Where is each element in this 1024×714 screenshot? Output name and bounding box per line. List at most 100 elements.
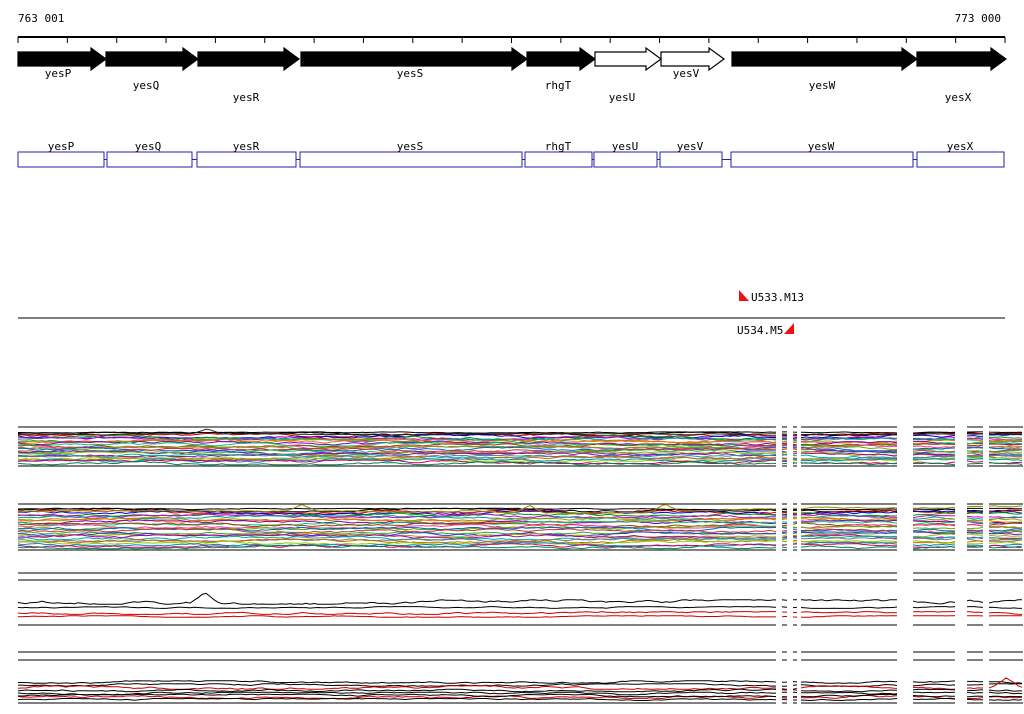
signal-trace [17,694,1023,700]
data-gap [955,651,967,704]
gene-box-label: yesX [947,140,974,153]
insertion-label: U533.M13 [751,291,804,304]
data-gap [776,651,782,704]
trace-track-4 [17,651,1023,704]
signal-trace [17,432,1022,438]
data-gap [797,572,801,626]
data-gap [787,651,793,704]
gene-box-yesP[interactable] [17,151,105,168]
signal-trace [17,611,1023,615]
signal-trace [17,531,1023,536]
data-gap [797,503,801,551]
signal-trace [18,683,1022,687]
view-start-coordinate: 763 001 [18,12,64,25]
gene-arrow-yesW[interactable] [731,46,919,72]
data-gap [983,503,989,551]
signal-trace [17,507,1023,511]
signal-trace [17,592,1022,605]
gene-arrow-label: yesU [609,91,636,104]
gene-box-yesX[interactable] [916,151,1005,168]
signal-trace [17,428,1022,436]
gene-box-yesW[interactable] [730,151,914,168]
signal-trace [17,451,1023,456]
signal-trace [17,452,1023,458]
signal-trace [18,680,1023,684]
data-gap [983,651,989,704]
gene-arrow-label: yesV [673,67,700,80]
gene-box-yesU[interactable] [593,151,658,168]
gene-box-yesR[interactable] [196,151,297,168]
trace-track-1 [17,426,1023,467]
insertion-flag-U534.M5[interactable] [784,323,794,334]
gene-arrow-label: yesS [397,67,424,80]
gene-box-label: yesR [233,140,260,153]
gene-arrow-yesU[interactable] [594,46,663,72]
gene-box-rhgT[interactable] [524,151,593,168]
data-gap [797,426,801,467]
data-gap [955,426,967,467]
signal-trace [17,436,1023,441]
signal-trace [17,697,1023,702]
gene-arrow-label: yesQ [133,79,160,92]
data-gap [787,572,793,626]
signal-trace [17,521,1023,526]
gene-box-label: yesU [612,140,639,153]
signal-trace [17,528,1023,533]
gene-box-label: yesP [48,140,75,153]
data-gap [797,651,801,704]
signal-trace [17,456,1022,461]
signal-trace [17,606,1023,609]
gene-box-label: yesV [677,140,704,153]
trace-track-2 [17,503,1023,551]
data-gap [897,503,913,551]
signal-trace [17,503,1023,514]
signal-trace [17,544,1023,550]
view-end-coordinate: 773 000 [955,12,1001,25]
gene-arrow-yesP[interactable] [17,46,108,72]
gene-box-label: yesQ [135,140,162,153]
signal-trace [17,693,1022,698]
data-gap [776,503,782,551]
data-gap [787,503,793,551]
gene-arrow-yesS[interactable] [300,46,529,72]
gene-box-label: rhgT [545,140,572,153]
signal-trace [17,445,1023,451]
signal-trace [17,519,1023,525]
gene-arrow-rhgT[interactable] [526,46,597,72]
gene-box-track: yesP yesQ yesR yesS rhgT yesU yesV yesW yesX [17,140,1005,168]
gene-arrow-yesQ[interactable] [105,46,200,72]
data-gap [955,503,967,551]
data-gap [983,426,989,467]
signal-trace [17,446,1023,452]
gene-arrow-track: yesP yesQ yesR yesS rhgT yesU yesV yesW yesX [17,46,1008,104]
signal-trace [17,691,1023,696]
insertion-flag-U533.M13[interactable] [739,290,749,301]
gene-arrow-yesR[interactable] [197,46,301,72]
gene-box-yesQ[interactable] [106,151,193,168]
gene-box-yesV[interactable] [659,151,723,168]
gene-arrow-label: yesW [809,79,836,92]
gene-arrow-yesX[interactable] [916,46,1008,72]
signal-trace [17,444,1023,450]
signal-trace [17,541,1023,547]
data-gap [983,572,989,626]
ruler [17,36,1006,43]
data-gap [897,572,913,626]
gene-box-yesS[interactable] [299,151,523,168]
signal-trace [17,434,1023,439]
gene-arrow-label: yesP [45,67,72,80]
insertion-label: U534.M5 [737,324,783,337]
signal-trace [17,615,1022,618]
signal-tracks [17,426,1023,704]
trace-track-3 [17,572,1023,626]
gene-arrow-yesV[interactable] [660,46,726,72]
gene-arrow-label: yesR [233,91,260,104]
data-gap [897,426,913,467]
data-gap [776,572,782,626]
signal-trace [17,524,1022,529]
data-gap [897,651,913,704]
signal-trace [17,441,1023,446]
signal-trace [17,460,1023,466]
gene-box-label: yesW [808,140,835,153]
